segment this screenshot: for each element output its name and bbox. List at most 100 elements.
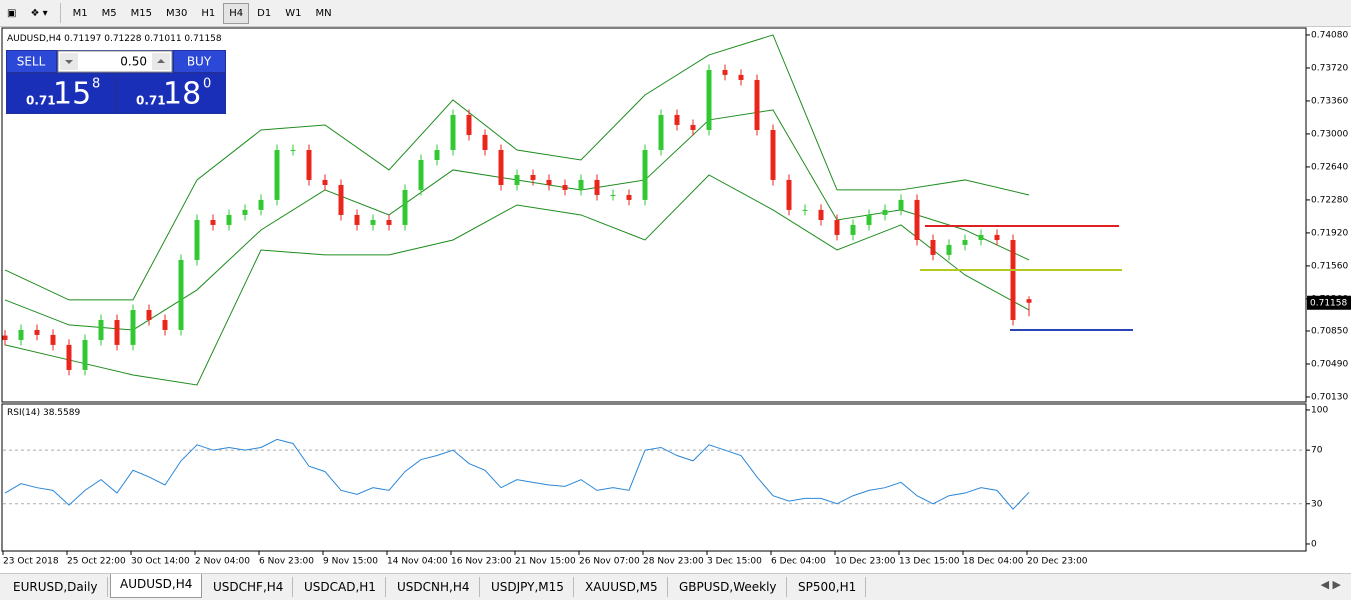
down-arrow xyxy=(65,60,73,64)
buy-price-box[interactable] xyxy=(117,74,225,113)
sell-label[interactable]: SELL xyxy=(17,55,46,69)
x-tick-label: 28 Nov 23:00 xyxy=(643,557,704,567)
candle-body xyxy=(658,114,664,150)
bollinger-lower xyxy=(4,174,1030,386)
candle-body xyxy=(770,129,776,180)
y-tick-label: 0.71560 xyxy=(1311,261,1348,271)
lot-value[interactable]: 0.50 xyxy=(120,55,147,69)
buy-button[interactable] xyxy=(174,51,225,72)
chart-tab[interactable]: USDJPY,M15 xyxy=(482,577,574,597)
candle-body xyxy=(98,319,104,340)
up-arrow xyxy=(157,59,165,63)
x-tick-label: 21 Nov 15:00 xyxy=(515,557,576,567)
chart-tab[interactable]: EURUSD,Daily xyxy=(4,577,108,597)
timeframe-button[interactable]: W1 xyxy=(285,7,302,19)
candle-body xyxy=(82,339,88,370)
candle-body xyxy=(370,219,376,225)
candle-body xyxy=(130,309,136,345)
x-tick-label: 6 Nov 23:00 xyxy=(259,557,314,567)
candle-body xyxy=(354,214,360,225)
ask-big: 18 xyxy=(163,77,201,112)
candle-body xyxy=(386,219,392,225)
sell-button[interactable] xyxy=(7,51,56,72)
header-close: 0.71158 xyxy=(184,34,221,44)
tool-icon[interactable]: ▣ xyxy=(7,7,17,19)
candle-body xyxy=(802,209,808,211)
x-tick-label: 26 Nov 07:00 xyxy=(579,557,640,567)
timeframe-button[interactable]: M30 xyxy=(165,7,188,19)
ask-small: 0 xyxy=(203,77,211,92)
rsi-header: RSI(14) 38.5589 xyxy=(7,408,80,418)
x-tick-label: 2 Nov 04:00 xyxy=(195,557,250,567)
candle-body xyxy=(418,159,424,190)
candle-body xyxy=(866,214,872,225)
rsi-tick-label: 70 xyxy=(1311,446,1323,456)
x-tick-label: 14 Nov 04:00 xyxy=(387,557,448,567)
timeframe-button[interactable]: MN xyxy=(315,7,332,19)
symbol: AUDUSD,H4 xyxy=(7,34,62,44)
candle-body xyxy=(290,149,296,151)
separator xyxy=(59,3,61,23)
candle-body xyxy=(946,244,952,255)
buy-label[interactable]: BUY xyxy=(187,55,212,69)
candle-body xyxy=(322,179,328,185)
y-tick-label: 0.74080 xyxy=(1311,30,1348,40)
x-tick-label: 13 Dec 15:00 xyxy=(899,557,960,567)
candle-body xyxy=(50,334,56,345)
price-label-box xyxy=(1307,295,1351,310)
tool-icon[interactable]: ❖ ▾ xyxy=(30,7,48,19)
candle-body xyxy=(706,69,712,130)
header-low: 0.71011 xyxy=(144,34,181,44)
x-tick-label: 9 Nov 15:00 xyxy=(323,557,378,567)
y-tick-label: 0.73360 xyxy=(1311,96,1348,106)
candle-body xyxy=(178,259,184,330)
timeframe-button[interactable]: M15 xyxy=(130,7,152,19)
y-tick-label: 0.73000 xyxy=(1311,129,1348,139)
chart-tab[interactable]: GBPUSD,Weekly xyxy=(670,577,787,597)
candle-body xyxy=(562,184,568,190)
y-tick-label: 0.73720 xyxy=(1311,63,1348,73)
x-tick-label: 18 Dec 04:00 xyxy=(963,557,1024,567)
candle-body xyxy=(18,329,24,340)
candle-body xyxy=(34,329,40,335)
timeframe-button[interactable]: H4 xyxy=(223,2,250,24)
timeframe-button[interactable]: H1 xyxy=(201,7,216,19)
timeframe-button[interactable]: M1 xyxy=(72,7,88,19)
y-tick-label: 0.72640 xyxy=(1311,162,1348,172)
lot-input[interactable] xyxy=(57,50,173,73)
chart-tab[interactable]: USDCNH,H4 xyxy=(388,577,480,597)
header-high: 0.71228 xyxy=(104,34,141,44)
candle-body xyxy=(402,189,408,225)
candle-body xyxy=(978,234,984,240)
candle-body xyxy=(754,79,760,130)
bid-big: 15 xyxy=(53,77,91,112)
candle-body xyxy=(610,194,616,196)
candle-body xyxy=(994,234,1000,240)
timeframe-button[interactable]: M5 xyxy=(101,7,117,19)
chart-tab[interactable]: XAUUSD,M5 xyxy=(576,577,668,597)
rsi-line xyxy=(4,438,1030,510)
rsi-last: 38.5589 xyxy=(43,408,80,418)
timeframe-button[interactable]: D1 xyxy=(257,7,272,19)
candle-body xyxy=(1026,299,1032,303)
candle-body xyxy=(546,179,552,185)
chart-tab[interactable]: SP500,H1 xyxy=(789,577,867,597)
candle-body xyxy=(674,114,680,125)
candle-body xyxy=(226,214,232,225)
candle-body xyxy=(690,124,696,130)
candle-body xyxy=(450,114,456,150)
current-price: 0.71158 xyxy=(1310,298,1347,308)
rsi-tick-label: 100 xyxy=(1311,405,1328,415)
candle-body xyxy=(786,179,792,210)
chart-tab[interactable]: AUDUSD,H4 xyxy=(110,574,203,598)
sell-price-box[interactable] xyxy=(7,74,115,113)
ask-prefix: 0.71 xyxy=(136,94,166,108)
candle-body xyxy=(274,149,280,200)
candle-body xyxy=(882,209,888,215)
chart-tab[interactable]: USDCHF,H4 xyxy=(204,577,294,597)
chart-tab[interactable]: USDCAD,H1 xyxy=(295,577,386,597)
candle-body xyxy=(594,179,600,195)
tab-scroll[interactable]: ◀ ▶ xyxy=(1320,578,1341,591)
candle-body xyxy=(914,199,920,240)
y-tick-label: 0.72280 xyxy=(1311,195,1348,205)
